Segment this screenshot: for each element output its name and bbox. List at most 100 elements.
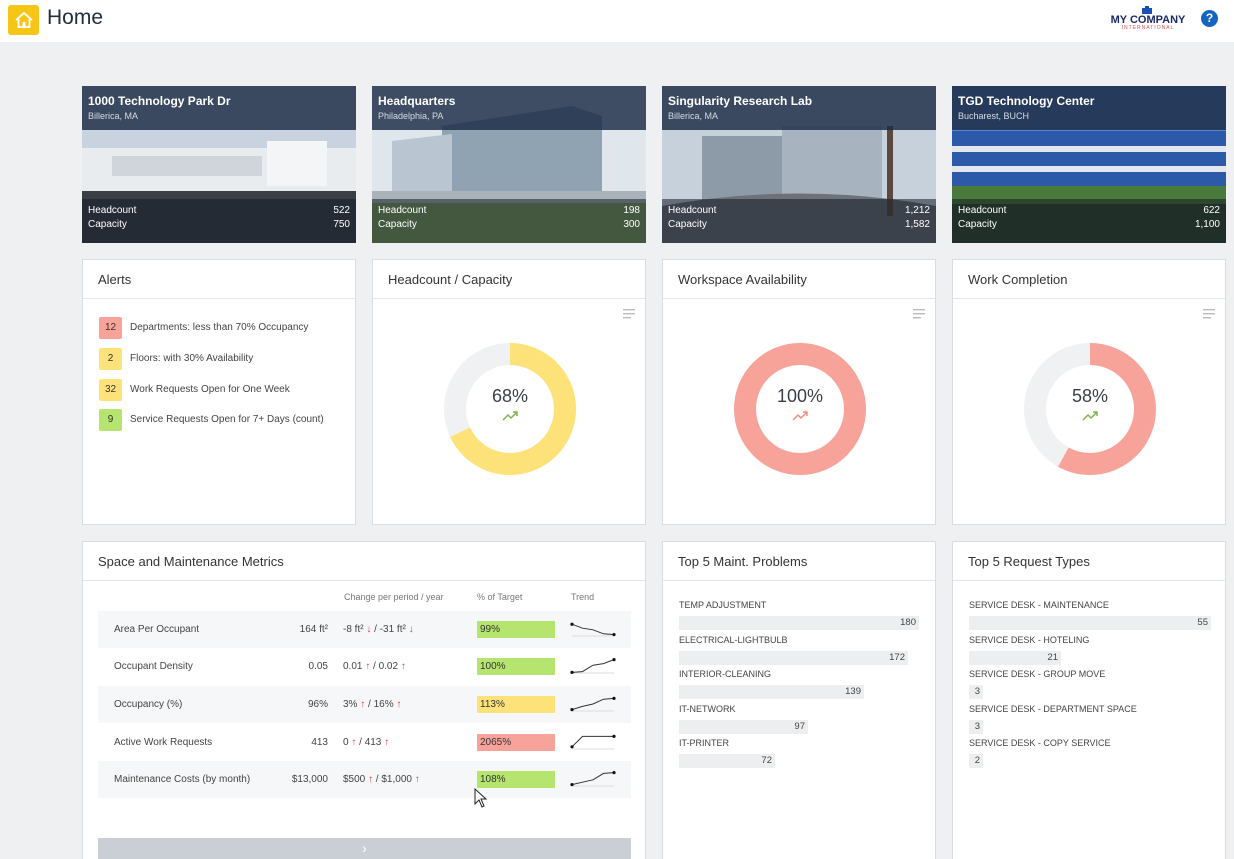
help-icon[interactable]: ?: [1201, 10, 1218, 27]
trend-sparkline: [570, 658, 616, 674]
alert-text: Departments: less than 70% Occupancy: [130, 322, 309, 333]
target-badge: 113%: [477, 696, 555, 713]
bar[interactable]: 3: [969, 685, 983, 699]
alert-text: Service Requests Open for 7+ Days (count…: [130, 414, 324, 425]
location-header: [82, 86, 356, 130]
bar-label: SERVICE DESK - COPY SERVICE: [969, 738, 1111, 748]
panel-divider: [373, 298, 645, 299]
headcount-value: 1,212: [904, 205, 930, 216]
home-button[interactable]: [8, 5, 39, 35]
metric-label: Maintenance Costs (by month): [114, 774, 251, 785]
alert-item[interactable]: 2 Floors: with 30% Availability: [99, 348, 339, 370]
panel-title: Workspace Availability: [678, 272, 807, 287]
bar[interactable]: 180: [679, 616, 919, 630]
location-stats: [952, 199, 1226, 243]
sparkline-point: [570, 783, 574, 787]
capacity-value: 1,582: [904, 219, 930, 230]
change-period: 0: [343, 737, 349, 748]
headcount-value: 622: [1203, 205, 1220, 216]
headcount-row: Headcount 622: [958, 205, 1220, 216]
sparkline-line: [571, 623, 615, 636]
bar[interactable]: 2: [969, 754, 983, 768]
sparkline-point: [570, 708, 574, 712]
panel-divider: [953, 298, 1225, 299]
change-period: 3%: [343, 699, 358, 710]
company-logo[interactable]: MY COMPANY INTERNATIONAL: [1108, 6, 1188, 34]
bar[interactable]: 3: [969, 719, 983, 734]
bar[interactable]: 139: [679, 685, 864, 699]
sparkline-line: [571, 659, 615, 673]
alerts-title: Alerts: [98, 272, 132, 287]
alert-item[interactable]: 9 Service Requests Open for 7+ Days (cou…: [99, 409, 339, 431]
capacity-row: Capacity 1,100: [958, 219, 1220, 230]
capacity-label: Capacity: [88, 219, 127, 230]
panel-divider: [663, 580, 935, 581]
headcount-row: Headcount 522: [88, 205, 350, 216]
capacity-value: 300: [623, 219, 640, 230]
bar-value: 3: [974, 720, 980, 732]
headcount-value: 198: [623, 205, 640, 216]
alert-item[interactable]: 32 Work Requests Open for One Week: [99, 379, 339, 401]
col-header-trend: Trend: [571, 592, 595, 602]
bar-label: ELECTRICAL-LIGHTBULB: [679, 634, 788, 645]
gauge-arc: [444, 343, 576, 475]
alerts-panel: Alerts 12 Departments: less than 70% Occ…: [82, 259, 356, 525]
metric-change: $500 ↑ / $1,000 ↑: [343, 774, 420, 785]
metric-row[interactable]: Occupancy (%) 96% 3% ↑ / 16% ↑ 113%: [98, 686, 631, 723]
change-arrow-icon: ↑: [396, 699, 402, 710]
bar[interactable]: 172: [679, 650, 908, 665]
metric-row[interactable]: Active Work Requests 413 0 ↑ / 413 ↑ 2065%: [98, 724, 631, 761]
chart-menu-icon[interactable]: [913, 309, 925, 319]
change-arrow-icon: ↓: [366, 624, 372, 635]
change-year: 0.02: [378, 661, 399, 672]
location-card[interactable]: 1000 Technology Park Dr Billerica, MA He…: [82, 86, 356, 243]
metric-value: $13,000: [291, 774, 328, 785]
metric-label: Area Per Occupant: [114, 624, 200, 635]
gauge-donut: 68%: [443, 342, 577, 476]
metric-change: 3% ↑ / 16% ↑: [343, 699, 402, 710]
sparkline-point: [612, 633, 616, 637]
bar[interactable]: 55: [969, 616, 1211, 630]
metric-row[interactable]: Area Per Occupant 164 ft² -8 ft² ↓ / -31 f…: [98, 611, 631, 648]
bar[interactable]: 21: [969, 650, 1061, 665]
change-period: -8 ft²: [343, 624, 364, 635]
location-stats: [662, 199, 936, 243]
location-card[interactable]: TGD Technology Center Bucharest, BUCH He…: [952, 86, 1226, 243]
bar[interactable]: 97: [679, 719, 808, 734]
capacity-label: Capacity: [958, 219, 997, 230]
change-arrow-icon: ↓: [408, 624, 414, 635]
change-arrow-icon: ↑: [368, 774, 374, 785]
bar-value: 97: [794, 720, 805, 732]
gauge-arc: [1024, 343, 1156, 475]
sparkline-point: [612, 771, 616, 775]
location-city: Bucharest, BUCH: [958, 111, 1030, 121]
sparkline-line: [571, 697, 615, 711]
trend-up-icon: [502, 411, 518, 421]
metrics-more-button[interactable]: ›: [98, 838, 631, 859]
location-card[interactable]: Singularity Research Lab Billerica, MA H…: [662, 86, 936, 243]
mouse-cursor-icon: [474, 788, 488, 808]
page-title: Home: [47, 6, 104, 29]
alert-text: Floors: with 30% Availability: [130, 353, 254, 364]
change-arrow-icon: ↑: [384, 737, 390, 748]
sparkline-point: [570, 622, 574, 626]
chart-menu-icon[interactable]: [623, 309, 635, 319]
alert-item[interactable]: 12 Departments: less than 70% Occupancy: [99, 317, 339, 339]
chart-menu-icon[interactable]: [1203, 309, 1215, 319]
change-year: 16%: [373, 699, 394, 710]
capacity-value: 1,100: [1194, 219, 1220, 230]
gauge-svg: [444, 343, 576, 475]
metric-label: Occupant Density: [114, 661, 193, 672]
bar[interactable]: 72: [679, 754, 775, 768]
location-city: Billerica, MA: [668, 111, 719, 121]
sparkline-point: [570, 670, 574, 674]
metric-change: 0 ↑ / 413 ↑: [343, 737, 390, 748]
location-card[interactable]: Headquarters Philadelphia, PA Headcount 1…: [372, 86, 646, 243]
metric-row[interactable]: Occupant Density 0.05 0.01 ↑ / 0.02 ↑ 100%: [98, 648, 631, 685]
target-badge: 100%: [477, 658, 555, 675]
bar-label: INTERIOR-CLEANING: [679, 669, 772, 679]
metric-row[interactable]: Maintenance Costs (by month) $13,000 $500 …: [98, 761, 631, 798]
location-city: Philadelphia, PA: [378, 111, 444, 121]
capacity-row: Capacity 1,582: [668, 219, 930, 230]
location-stats: [372, 199, 646, 243]
